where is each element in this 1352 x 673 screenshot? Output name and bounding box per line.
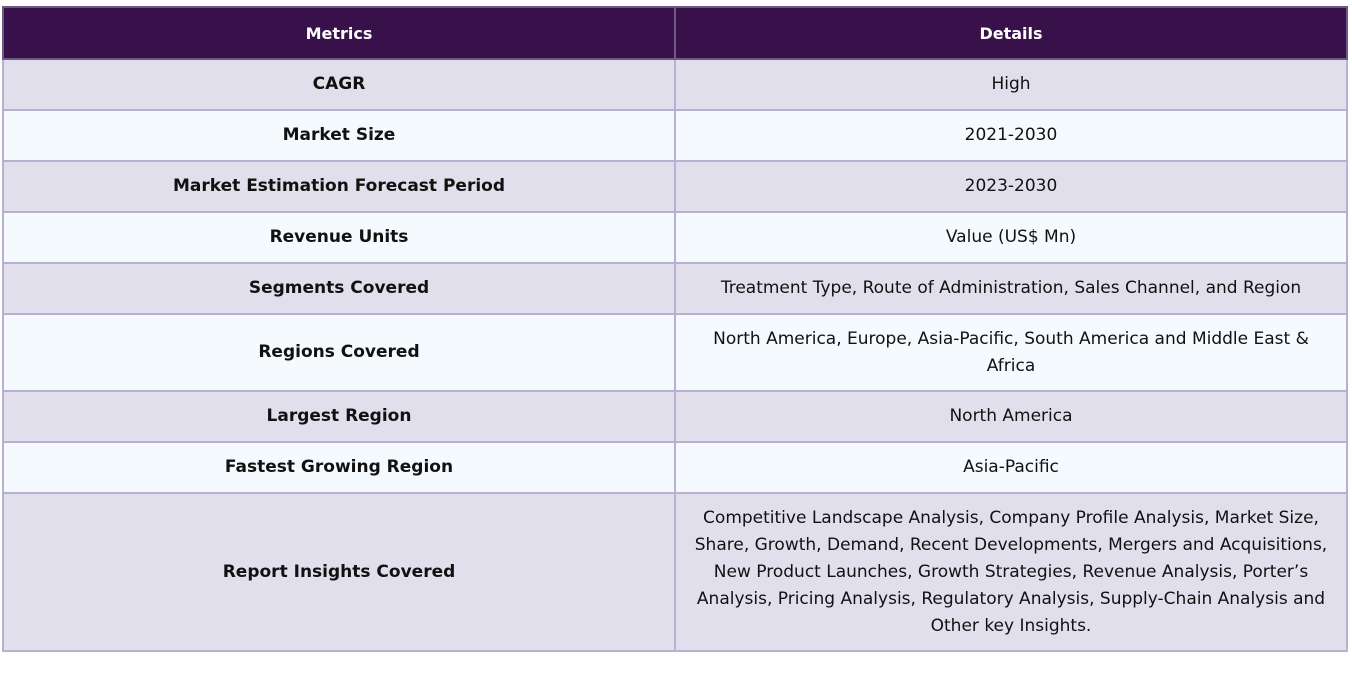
metric-cell: Market Estimation Forecast Period <box>2 160 676 213</box>
details-cell: Asia-Pacific <box>674 441 1348 494</box>
table-row: CAGR High <box>2 58 1348 111</box>
table-row: Largest Region North America <box>2 390 1348 443</box>
metric-cell: Segments Covered <box>2 262 676 315</box>
metric-cell: Fastest Growing Region <box>2 441 676 494</box>
header-details: Details <box>674 6 1348 60</box>
table-row: Report Insights Covered Competitive Land… <box>2 492 1348 652</box>
metric-cell: Report Insights Covered <box>2 492 676 652</box>
details-cell: North America <box>674 390 1348 443</box>
details-cell: Competitive Landscape Analysis, Company … <box>674 492 1348 652</box>
metric-cell: CAGR <box>2 58 676 111</box>
metric-cell: Revenue Units <box>2 211 676 264</box>
metric-cell: Largest Region <box>2 390 676 443</box>
details-cell: Value (US$ Mn) <box>674 211 1348 264</box>
details-cell: Treatment Type, Route of Administration,… <box>674 262 1348 315</box>
header-metrics: Metrics <box>2 6 676 60</box>
table-row: Market Estimation Forecast Period 2023-2… <box>2 160 1348 213</box>
table-row: Revenue Units Value (US$ Mn) <box>2 211 1348 264</box>
details-cell: High <box>674 58 1348 111</box>
details-cell: 2023-2030 <box>674 160 1348 213</box>
metric-cell: Market Size <box>2 109 676 162</box>
metrics-table-container: Metrics Details CAGR High Market Size 20… <box>2 6 1348 652</box>
details-cell: North America, Europe, Asia-Pacific, Sou… <box>674 313 1348 392</box>
table-header-row: Metrics Details <box>2 6 1348 60</box>
details-cell: 2021-2030 <box>674 109 1348 162</box>
metric-cell: Regions Covered <box>2 313 676 392</box>
table-row: Fastest Growing Region Asia-Pacific <box>2 441 1348 494</box>
metrics-table: Metrics Details CAGR High Market Size 20… <box>2 6 1348 652</box>
table-row: Regions Covered North America, Europe, A… <box>2 313 1348 392</box>
table-row: Market Size 2021-2030 <box>2 109 1348 162</box>
table-row: Segments Covered Treatment Type, Route o… <box>2 262 1348 315</box>
